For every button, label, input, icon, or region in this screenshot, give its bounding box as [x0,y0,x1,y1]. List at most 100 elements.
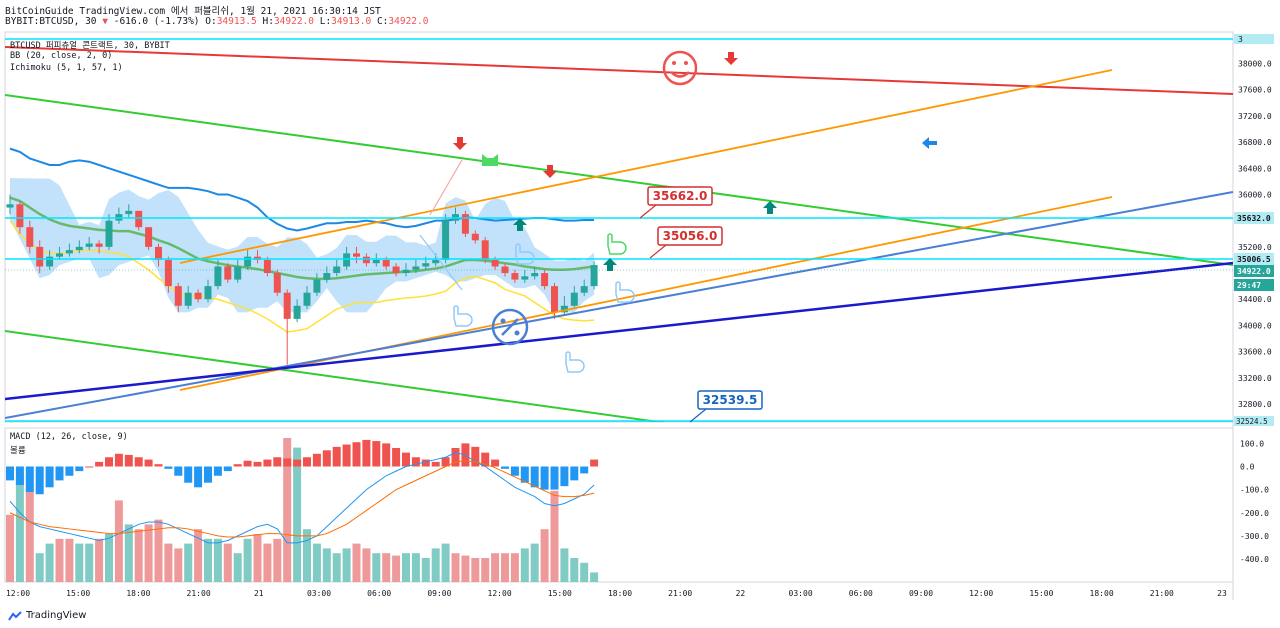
candle-body [56,253,63,257]
candle-body [303,292,311,306]
legend-bb[interactable]: BB (20, close, 2, 0) [10,51,113,61]
candle-body [551,286,558,313]
time-tick-label: 18:00 [608,589,632,598]
volume-bar [105,534,113,582]
candle-body [382,259,390,267]
volume-bar [204,538,212,582]
time-tick-label: 06:00 [367,589,391,598]
volume-bar [253,534,262,582]
candle-body [273,273,281,293]
macd-line [9,452,595,544]
volume-bar [75,543,84,582]
candle-body [442,220,450,260]
volume-bar [342,548,351,582]
legend-volume[interactable]: 볼륨 [10,446,26,456]
candle-body [402,269,410,274]
price-tick-label: 35200.0 [1238,243,1272,252]
tag-level-upper-bg [1234,212,1274,224]
candle-body [362,256,370,264]
macd-histogram-bar [194,466,203,488]
candle-body [392,266,400,274]
macd-histogram-bar [530,466,539,488]
low-value: 34913.0 [331,16,372,27]
volume-bar [293,447,302,582]
time-tick-label: 15:00 [548,589,572,598]
candle-body [432,259,440,264]
hand-pointer-icon [515,243,535,265]
candle-body [501,266,509,274]
volume-bar [85,543,94,582]
macd-histogram-bar [184,466,193,483]
macd-histogram-bar [590,459,599,467]
time-tick-label: 09:00 [427,589,451,598]
drawing-overlays[interactable]: 35662.0 35056.0 32539.5 [453,50,937,423]
volume-bar [15,476,24,582]
macd-histogram-bar [550,466,559,490]
bb-upper-line [9,147,595,232]
macd-histogram-bar [580,466,589,474]
time-tick-label: 03:00 [789,589,813,598]
tag-level-mid-bg [1234,253,1274,265]
bottom-level-label: 32524.5 [1236,417,1268,426]
time-tick-label: 12:00 [6,589,30,598]
candle-body [263,259,271,274]
legend-ichimoku[interactable]: Ichimoku (5, 1, 57, 1) [10,63,123,73]
candle-body [580,286,588,293]
macd-histogram-bar [95,461,104,467]
candle-body [204,286,212,300]
macd-histogram-bar [204,466,212,483]
blue-trendline [5,261,1233,401]
percent-slash [501,318,519,336]
candle-body [244,256,252,267]
tradingview-brand[interactable]: TradingView [8,610,86,621]
volume-bar [55,538,64,582]
volume-bar [322,548,331,582]
macd-tick-label: -200.0 [1240,509,1269,518]
macd-histogram-bar [253,461,262,467]
callout-35662-box [647,186,713,206]
macd-histogram-bar [15,466,24,485]
time-tick-label: 21 [254,589,264,598]
red-trendline [5,46,1233,95]
down-arrow-icon [453,137,467,150]
volume-bar [35,553,44,582]
volume-bar [124,524,133,582]
candle-body [95,243,103,247]
candle-body [511,273,519,280]
legend-title[interactable]: BTCUSD 퍼피츄얼 콘트랙트, 30, BYBIT [10,41,170,51]
macd-histogram-bar [510,466,519,476]
price-tick-label: 36800.0 [1238,138,1272,147]
volume-bar [421,558,430,582]
volume-bar [501,553,509,582]
macd-histogram-bar [471,446,480,467]
legend-macd[interactable]: MACD (12, 26, close, 9) [10,432,128,442]
brand-label: TradingView [26,610,87,621]
volume-bar [510,553,519,582]
macd-histogram-bar [174,466,183,476]
macd-histogram-bar [392,448,401,467]
candle-body [541,273,549,287]
time-tick-label: 03:00 [307,589,331,598]
candle-body [560,305,568,313]
macd-histogram-bar [402,452,410,467]
candle-body [155,246,162,260]
candle-body [590,265,598,287]
price-tick-label: 32800.0 [1238,400,1272,409]
macd-histogram-bar [431,461,440,467]
macd-histogram-bar [134,457,143,467]
lightblue-trendline [5,191,1233,419]
macd-histogram-bar [114,453,123,467]
macd-histogram-bar [45,466,54,488]
price-tick-label: 36000.0 [1238,190,1272,199]
volume-bar [263,543,272,582]
volume-bar [471,558,480,582]
smiley-mouth [670,71,690,78]
volume-bar [243,538,252,582]
percent-icon [491,308,529,346]
down-arrow-icon [724,52,738,65]
candle-body [105,220,113,247]
time-tick-label: 09:00 [909,589,933,598]
callout-35056-box [657,226,723,246]
candle-body [323,273,331,280]
